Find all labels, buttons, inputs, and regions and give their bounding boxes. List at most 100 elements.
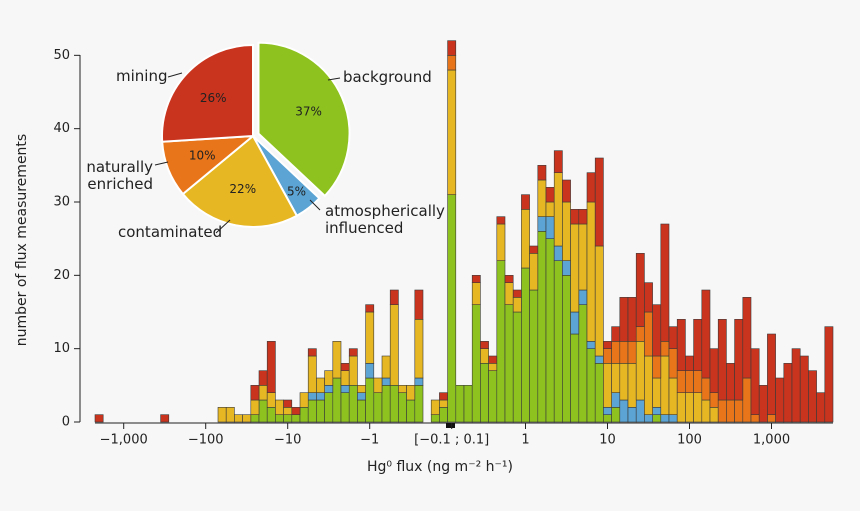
bar-segment (504, 304, 514, 423)
bar-segment (627, 407, 637, 423)
bar-segment (578, 223, 588, 291)
bar-segment (291, 414, 301, 423)
bar-segment (586, 172, 596, 203)
bar-segment (283, 414, 293, 423)
bar-segment (750, 414, 760, 423)
bar-segment (512, 289, 522, 298)
bar-segment (537, 165, 547, 181)
bar-segment (775, 377, 785, 423)
bar-segment (553, 260, 563, 423)
bar-segment (258, 399, 268, 423)
bar-segment (627, 341, 637, 364)
bar-segment (406, 399, 416, 423)
bar-segment (644, 355, 653, 415)
bar-segment (373, 392, 383, 423)
bar-segment (512, 311, 522, 423)
bar-segment (430, 399, 440, 415)
bar-segment (414, 385, 424, 423)
leader-line (154, 161, 169, 166)
bar-segment (603, 414, 612, 423)
bar-segment (307, 355, 317, 393)
bar-segment (283, 407, 293, 415)
bar-segment (389, 304, 399, 386)
bar-segment (816, 392, 826, 423)
bar-segment (652, 414, 662, 423)
bar-segment (668, 377, 678, 415)
bar-segment (734, 319, 744, 401)
bar-segment (717, 319, 727, 401)
bar-segment (348, 385, 358, 423)
bar-segment (742, 297, 752, 379)
bar-segment (447, 69, 457, 195)
bar-segment (619, 297, 629, 342)
bar-segment (611, 341, 621, 364)
bar-segment (709, 407, 719, 423)
pie-value-label: 22% (229, 182, 256, 196)
bar-segment (594, 157, 604, 247)
x-tick-label: −1,000 (100, 433, 148, 448)
bar-segment (537, 216, 547, 232)
bar-segment (545, 216, 555, 239)
y-tick-label: 30 (53, 195, 70, 210)
bar-segment (439, 407, 448, 423)
bar-segment (562, 275, 571, 423)
bar-segment (340, 385, 350, 393)
bar-segment (275, 399, 284, 415)
bar-segment (767, 333, 776, 415)
bar-segment (455, 385, 465, 423)
bar-segment (676, 319, 686, 371)
leader-line (167, 72, 183, 78)
bar-segment (586, 348, 596, 423)
bar-segment (340, 370, 350, 386)
bar-segment (553, 245, 563, 261)
bar-segment (332, 341, 342, 379)
bar-segment (299, 407, 309, 423)
bar-segment (676, 392, 686, 423)
bar-segment (258, 385, 268, 401)
bar-segment (340, 392, 350, 423)
x-tick-label: 1,000 (753, 433, 790, 448)
bar-segment (545, 187, 555, 203)
bar-segment (348, 348, 358, 357)
bar-segment (758, 385, 768, 423)
bar-segment (447, 40, 457, 56)
bar-segment (668, 348, 678, 379)
bar-segment (726, 363, 735, 401)
bar-segment (365, 377, 375, 423)
bar-segment (717, 399, 727, 423)
bar-segment (570, 333, 580, 423)
bar-segment (652, 304, 662, 357)
bar-segment (406, 385, 416, 401)
bar-segment (537, 231, 547, 423)
bar-segment (398, 392, 407, 423)
bar-segment (562, 260, 571, 276)
bar-segment (365, 304, 375, 313)
bar-segment (504, 282, 514, 305)
bar-segment (414, 377, 424, 386)
bar-segment (316, 377, 325, 393)
bar-segment (644, 311, 653, 357)
bar-segment (357, 399, 366, 423)
bar-segment (709, 392, 719, 408)
bar-segment (463, 385, 473, 423)
bar-segment (660, 223, 670, 342)
bar-segment (266, 407, 276, 423)
bar-segment (504, 275, 514, 283)
x-tick-label: [−0.1 ; 0.1] (414, 433, 489, 448)
bar-segment (430, 414, 440, 423)
bar-segment (570, 209, 580, 225)
bar-segment (225, 407, 235, 423)
x-tick-label: 100 (677, 433, 702, 448)
leader-line (215, 219, 231, 234)
y-tick-label: 20 (53, 268, 70, 283)
bar-segment (496, 216, 506, 225)
x-tick-label: 10 (599, 433, 616, 448)
bar-segment (160, 414, 170, 423)
x-tick-label: −1 (360, 433, 379, 448)
pie-label: background (343, 68, 432, 86)
bar-segment (324, 370, 334, 386)
bar-segment (619, 363, 629, 401)
bar-segment (217, 407, 227, 423)
bar-segment (529, 289, 539, 423)
